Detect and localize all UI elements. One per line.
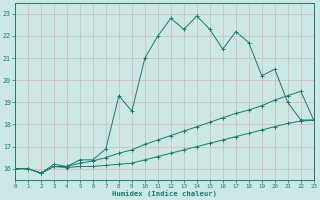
X-axis label: Humidex (Indice chaleur): Humidex (Indice chaleur) bbox=[112, 190, 217, 197]
